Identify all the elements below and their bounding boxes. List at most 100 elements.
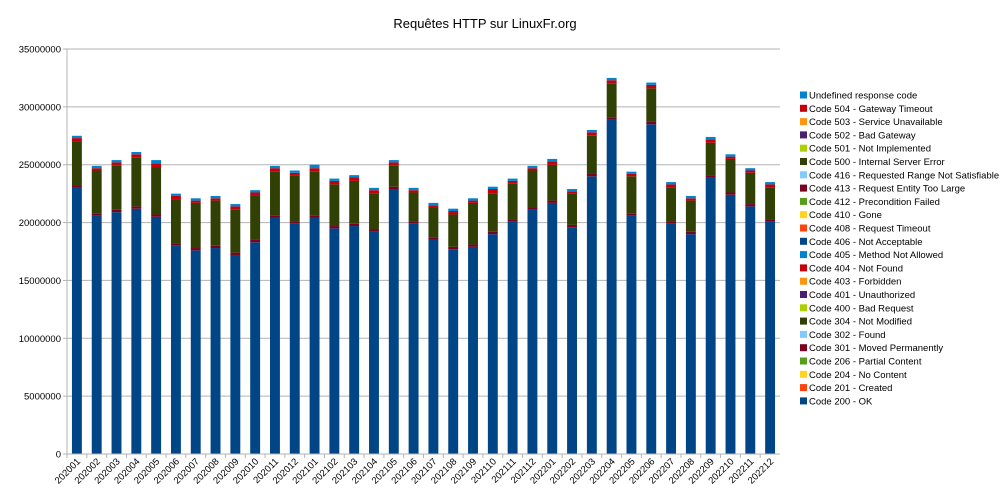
bar-segment-202009-4 — [230, 252, 241, 255]
bar-segment-202008-4 — [210, 245, 221, 249]
bar-segment-202012-0 — [289, 223, 300, 454]
bar-segment-202010-4 — [250, 239, 261, 243]
bar-segment-202006-10 — [170, 195, 181, 200]
bar-segment-202208-6 — [685, 200, 696, 232]
bar-segment-202211-4 — [745, 204, 756, 207]
bar-segment-202102-0 — [329, 228, 340, 454]
bar-segment-202011-23 — [270, 165, 280, 169]
bar-segment-202103-0 — [349, 226, 360, 454]
bar-segment-202206-10 — [646, 84, 657, 89]
bar-segment-202211-6 — [745, 172, 756, 205]
legend-label: Code 504 - Gateway Timeout — [809, 104, 933, 115]
bar-segment-202002-4 — [91, 213, 102, 216]
bar-segment-202202-23 — [567, 189, 577, 192]
bar-segment-202204-6 — [606, 83, 617, 118]
bar-segment-202004-23 — [131, 151, 142, 155]
bar-segment-202003-23 — [111, 160, 122, 163]
bar-stack-202003 — [111, 160, 122, 454]
bar-segment-202206-0 — [646, 124, 657, 454]
legend-item: Code 201 - Created — [800, 383, 892, 394]
bar-segment-202111-10 — [507, 180, 518, 184]
legend-label: Code 304 - Not Modified — [809, 317, 912, 328]
bar-segment-202001-6 — [71, 141, 82, 186]
bar-segment-202002-6 — [91, 170, 102, 214]
bar-segment-202201-10 — [547, 161, 558, 165]
y-tick-label: 25000000 — [19, 160, 61, 171]
bar-segment-202207-6 — [666, 187, 677, 222]
y-tick-label: 30000000 — [19, 102, 61, 113]
legend-label: Undefined response code — [809, 91, 917, 102]
legend-swatch — [800, 317, 807, 325]
legend-swatch — [800, 104, 807, 112]
bar-segment-202010-6 — [250, 195, 261, 240]
bar-segment-202208-4 — [685, 231, 696, 235]
y-tick-label: 0 — [56, 450, 61, 461]
legend-item: Code 502 - Bad Gateway — [800, 130, 916, 141]
bar-stack-202111 — [507, 178, 518, 454]
legend-swatch — [800, 237, 807, 245]
legend-swatch — [800, 304, 807, 312]
bar-segment-202104-23 — [369, 187, 379, 191]
bar-segment-202108-0 — [448, 249, 459, 454]
legend-item: Code 304 - Not Modified — [800, 317, 912, 328]
bar-stack-202004 — [131, 151, 142, 454]
legend-swatch — [800, 197, 807, 205]
bar-segment-202107-6 — [428, 207, 439, 238]
legend-swatch — [800, 264, 807, 272]
bar-segment-202101-6 — [309, 171, 320, 216]
bar-segment-202111-0 — [507, 221, 518, 454]
legend-item: Undefined response code — [800, 91, 917, 102]
bar-stack-202106 — [408, 187, 419, 454]
legend-item: Code 206 - Partial Content — [800, 357, 922, 368]
bar-segment-202104-4 — [369, 229, 379, 232]
legend-label: Code 400 - Bad Request — [809, 303, 914, 314]
bar-segment-202107-0 — [428, 239, 439, 454]
legend-swatch — [800, 118, 807, 126]
legend-label: Code 413 - Request Entity Too Large — [809, 184, 965, 195]
bar-segment-202103-10 — [349, 177, 360, 181]
bar-segment-202112-0 — [527, 209, 538, 454]
bar-segment-202202-0 — [567, 227, 577, 454]
bar-segment-202101-23 — [309, 164, 320, 169]
bar-segment-202002-0 — [91, 215, 102, 454]
legend-item: Code 416 - Requested Range Not Satisfiab… — [800, 170, 999, 181]
bar-stack-202009 — [230, 204, 241, 454]
bar-segment-202211-0 — [745, 206, 756, 454]
bar-stack-202205 — [626, 171, 637, 454]
bar-segment-202102-6 — [329, 184, 340, 227]
bar-segment-202105-6 — [388, 165, 399, 187]
legend-item: Code 400 - Bad Request — [800, 303, 914, 314]
bar-segment-202106-4 — [408, 221, 419, 224]
y-tick-label: 15000000 — [19, 276, 61, 287]
legend-label: Code 503 - Service Unavailable — [809, 117, 943, 128]
legend-label: Code 501 - Not Implemented — [809, 144, 931, 155]
legend-item: Code 406 - Not Acceptable — [800, 237, 923, 248]
bar-segment-202002-23 — [91, 165, 102, 169]
bar-segment-202007-23 — [190, 198, 201, 201]
legend-label: Code 416 - Requested Range Not Satisfiab… — [809, 170, 999, 181]
legend-item: Code 404 - Not Found — [800, 263, 903, 274]
bar-segment-202109-10 — [468, 200, 478, 203]
bar-segment-202002-10 — [91, 168, 102, 171]
bar-segment-202206-23 — [646, 82, 657, 85]
bar-segment-202204-0 — [606, 119, 617, 454]
bar-segment-202108-23 — [448, 208, 459, 211]
bar-segment-202010-10 — [250, 192, 261, 196]
bar-segment-202212-6 — [765, 187, 776, 220]
bar-segment-202106-0 — [408, 223, 419, 454]
legend-item: Code 410 - Gone — [800, 210, 882, 221]
legend-swatch — [800, 344, 807, 352]
bar-segment-202205-0 — [626, 215, 637, 454]
bar-stack-202112 — [527, 165, 538, 454]
y-axis: 0 5000000 10000000 15000000 20000000 25000000… — [19, 45, 68, 461]
bar-segment-202212-23 — [765, 182, 776, 185]
legend-swatch — [800, 357, 807, 365]
bar-segment-202105-10 — [388, 162, 399, 166]
bar-segment-202204-10 — [606, 80, 617, 84]
bar-segment-202209-4 — [705, 175, 716, 178]
bar-segment-202112-23 — [527, 165, 538, 169]
bar-segment-202110-4 — [487, 231, 498, 235]
bar-stack-202201 — [547, 158, 558, 454]
bar-segment-202203-6 — [586, 135, 597, 174]
bar-segment-202211-10 — [745, 170, 756, 173]
